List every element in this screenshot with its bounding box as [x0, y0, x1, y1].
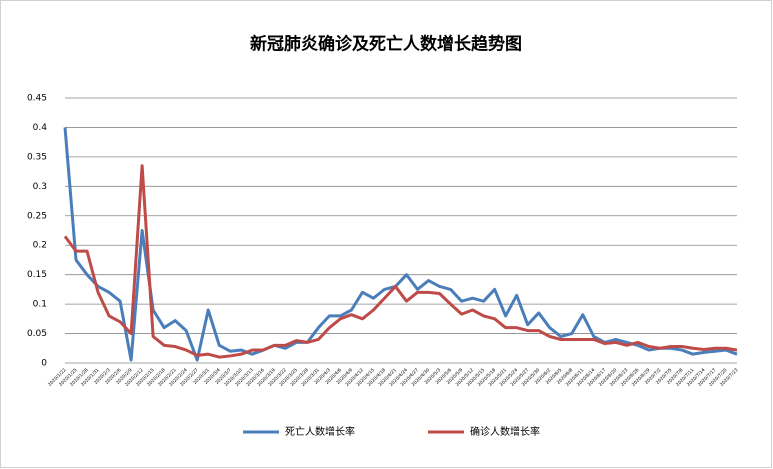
y-tick-label: 0.2: [33, 241, 47, 251]
y-tick-label: 0.45: [27, 94, 47, 104]
chart-title: 新冠肺炎确诊及死亡人数增长趋势图: [250, 34, 522, 55]
y-tick-label: 0: [41, 359, 47, 369]
legend-label: 死亡人数增长率: [285, 425, 355, 438]
y-tick-label: 0.4: [33, 123, 48, 133]
y-tick-label: 0.05: [27, 329, 47, 339]
legend-label: 确诊人数增长率: [470, 425, 540, 438]
y-tick-label: 0.15: [27, 270, 47, 280]
series-line: [63, 127, 738, 362]
y-tick-label: 0.25: [27, 211, 47, 221]
y-tick-label: 0.1: [33, 300, 47, 310]
y-tick-label: 0.35: [27, 152, 47, 162]
y-tick-label: 0.3: [33, 182, 47, 192]
series-line: [63, 164, 738, 359]
